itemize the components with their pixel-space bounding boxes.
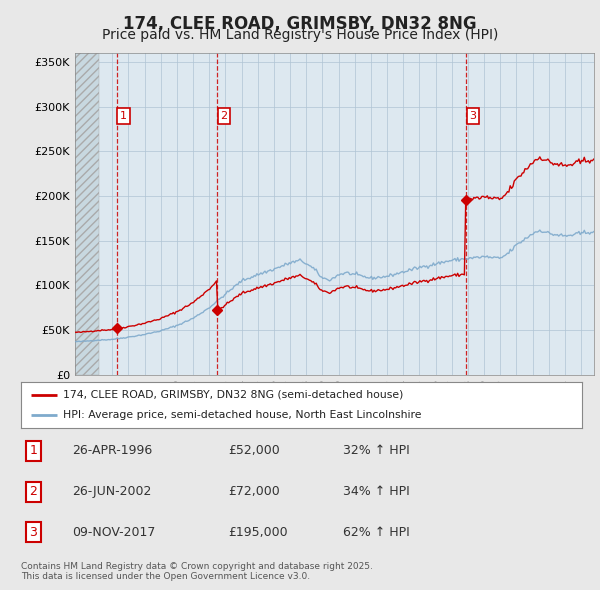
Text: 09-NOV-2017: 09-NOV-2017: [73, 526, 156, 539]
Text: 62% ↑ HPI: 62% ↑ HPI: [343, 526, 410, 539]
Text: 32% ↑ HPI: 32% ↑ HPI: [343, 444, 410, 457]
Text: 2: 2: [29, 485, 37, 498]
Bar: [75, 53, 99, 375]
Text: £72,000: £72,000: [228, 485, 280, 498]
Text: 3: 3: [29, 526, 37, 539]
Text: £52,000: £52,000: [228, 444, 280, 457]
Text: £195,000: £195,000: [228, 526, 287, 539]
Text: Price paid vs. HM Land Registry's House Price Index (HPI): Price paid vs. HM Land Registry's House …: [102, 28, 498, 42]
Text: 26-APR-1996: 26-APR-1996: [73, 444, 153, 457]
Text: 1: 1: [29, 444, 37, 457]
Text: 3: 3: [470, 111, 476, 121]
Text: 26-JUN-2002: 26-JUN-2002: [73, 485, 152, 498]
Text: 174, CLEE ROAD, GRIMSBY, DN32 8NG (semi-detached house): 174, CLEE ROAD, GRIMSBY, DN32 8NG (semi-…: [63, 389, 403, 399]
Text: 2: 2: [221, 111, 227, 121]
Text: 1: 1: [120, 111, 127, 121]
Text: 174, CLEE ROAD, GRIMSBY, DN32 8NG: 174, CLEE ROAD, GRIMSBY, DN32 8NG: [123, 15, 477, 33]
Text: HPI: Average price, semi-detached house, North East Lincolnshire: HPI: Average price, semi-detached house,…: [63, 410, 422, 420]
Text: Contains HM Land Registry data © Crown copyright and database right 2025.
This d: Contains HM Land Registry data © Crown c…: [21, 562, 373, 581]
Text: 34% ↑ HPI: 34% ↑ HPI: [343, 485, 410, 498]
